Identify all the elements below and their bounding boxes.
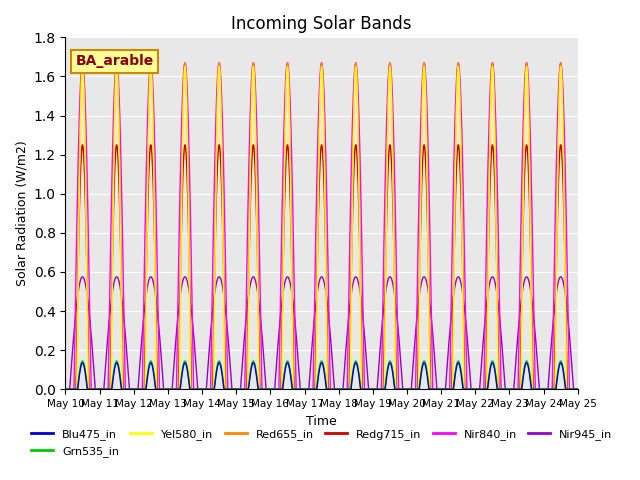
X-axis label: Time: Time (306, 415, 337, 428)
Text: BA_arable: BA_arable (76, 55, 154, 69)
Y-axis label: Solar Radiation (W/m2): Solar Radiation (W/m2) (15, 141, 28, 286)
Title: Incoming Solar Bands: Incoming Solar Bands (232, 15, 412, 33)
Legend: Blu475_in, Grn535_in, Yel580_in, Red655_in, Redg715_in, Nir840_in, Nir945_in: Blu475_in, Grn535_in, Yel580_in, Red655_… (26, 425, 617, 461)
